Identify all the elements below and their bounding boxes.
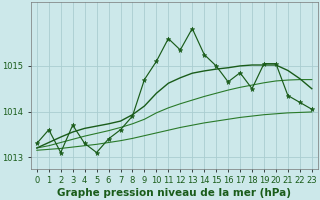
X-axis label: Graphe pression niveau de la mer (hPa): Graphe pression niveau de la mer (hPa) [57,188,291,198]
